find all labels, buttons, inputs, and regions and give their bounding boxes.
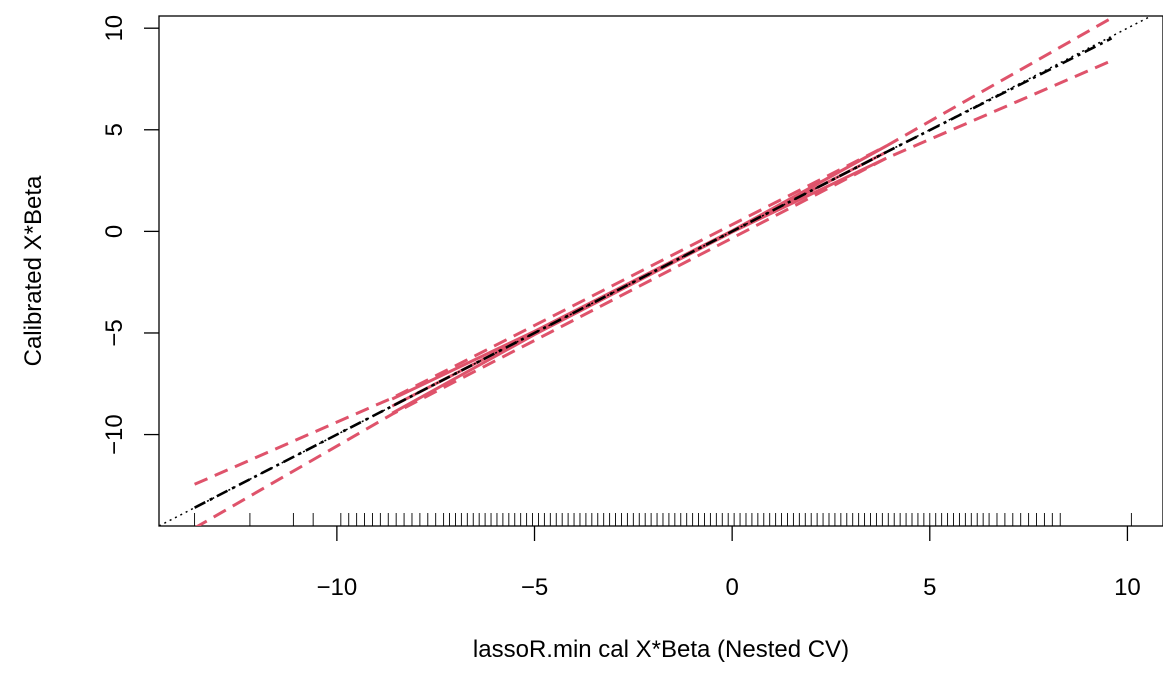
y-axis-label: Calibrated X*Beta <box>20 175 47 366</box>
plot-frame <box>158 15 1163 527</box>
rug-marks <box>194 513 1132 526</box>
x-tick-label: −10 <box>317 574 358 601</box>
x-tick-label: 0 <box>725 574 738 601</box>
y-tick-label: 0 <box>101 225 128 238</box>
plot-marks <box>159 16 1153 526</box>
x-axis-label: lassoR.min cal X*Beta (Nested CV) <box>473 636 849 663</box>
y-tick-label: −10 <box>101 414 128 455</box>
y-axis: −10 −5 0 5 10 <box>101 15 159 455</box>
x-tick-label: −5 <box>521 574 548 601</box>
y-tick-label: 10 <box>101 15 128 42</box>
x-axis: −10 −5 0 5 10 <box>317 526 1141 601</box>
x-tick-label: 5 <box>923 574 936 601</box>
ci-lower-curve <box>195 59 1113 526</box>
identity-line <box>159 16 1153 526</box>
y-tick-label: −5 <box>101 319 128 346</box>
ci-upper-curve <box>193 16 1113 486</box>
calibration-curve <box>194 37 1113 509</box>
x-tick-label: 10 <box>1114 574 1141 601</box>
y-tick-label: 5 <box>101 123 128 136</box>
